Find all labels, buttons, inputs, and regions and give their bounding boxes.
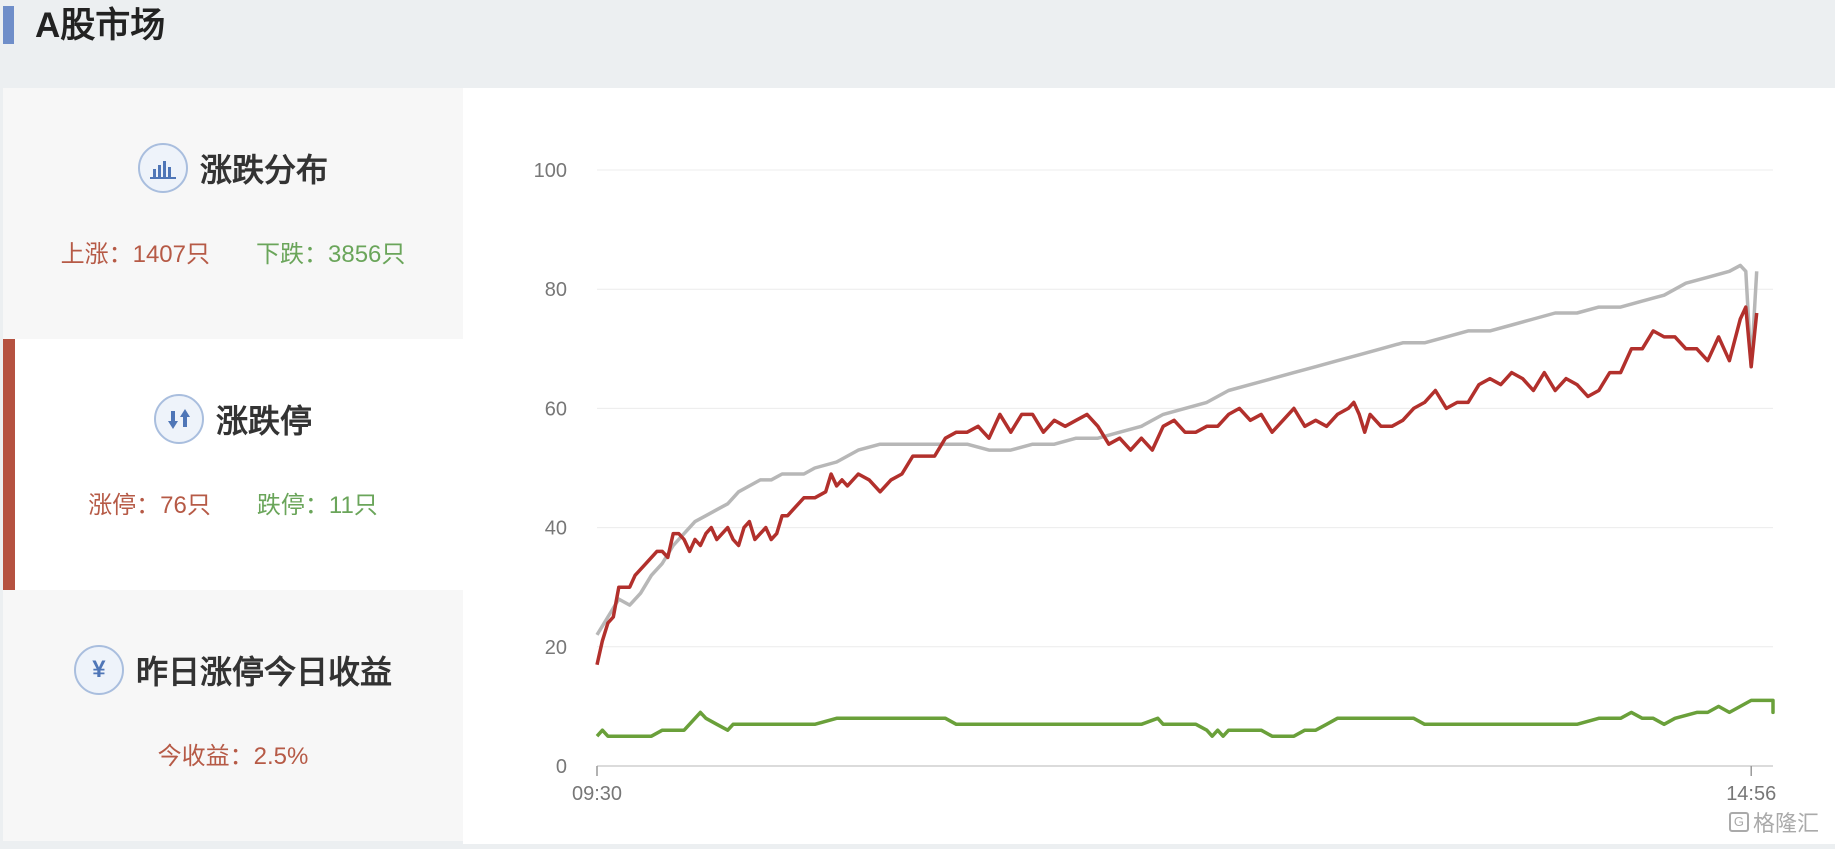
card-stats: 今收益：2.5%	[3, 736, 463, 771]
limit-up-count: 涨停：76只	[88, 492, 211, 519]
card-title: 昨日涨停今日收益	[135, 654, 392, 690]
card-stats: 涨停：76只 跌停：11只	[3, 485, 463, 520]
series-line-gray	[595, 263, 1759, 636]
card-stats: 上涨：1407只 下跌：3856只	[3, 234, 463, 269]
y-tick-label: 100	[534, 160, 567, 182]
up-down-arrows-icon	[153, 394, 204, 444]
watermark-text: 格隆汇	[1752, 811, 1819, 836]
card-head: 涨跌分布	[3, 140, 463, 196]
card-title: 涨跌分布	[199, 152, 328, 188]
up-count: 上涨：1407只	[60, 241, 210, 268]
sidebar: 涨跌分布 上涨：1407只 下跌：3856只 涨跌停 涨停：76只 跌停：11只	[3, 88, 463, 844]
series-line-green	[595, 698, 1775, 738]
down-count: 下跌：3856只	[256, 241, 406, 268]
active-indicator	[3, 339, 15, 590]
bar-chart-icon	[137, 143, 188, 193]
y-tick-label: 60	[545, 398, 567, 420]
watermark: G 格隆汇	[1728, 806, 1819, 838]
line-chart: 0 20 40 60 80 100 09:30 14:56	[534, 160, 1777, 805]
x-tick-label: 09:30	[572, 783, 622, 805]
y-tick-label: 20	[545, 637, 567, 659]
yen-icon: ¥	[73, 645, 124, 695]
card-limit[interactable]: 涨跌停 涨停：76只 跌停：11只	[3, 339, 463, 590]
header-accent-bar	[3, 6, 14, 44]
card-title: 涨跌停	[215, 403, 312, 439]
y-tick-label: 80	[545, 279, 567, 301]
watermark-logo-icon: G	[1728, 812, 1749, 832]
limit-down-count: 跌停：11只	[256, 492, 378, 519]
section-header: A股市场	[0, 0, 1835, 88]
x-tick-label: 14:56	[1726, 783, 1776, 805]
chart-panel: 0 20 40 60 80 100 09:30 14:56 G 格隆汇	[463, 88, 1835, 844]
card-head: 涨跌停	[3, 391, 463, 447]
y-tick-label: 40	[545, 518, 567, 540]
card-yesterday-limit-return[interactable]: ¥ 昨日涨停今日收益 今收益：2.5%	[3, 590, 463, 841]
page-title: A股市场	[35, 6, 166, 45]
card-distribution[interactable]: 涨跌分布 上涨：1407只 下跌：3856只	[3, 88, 463, 339]
today-return: 今收益：2.5%	[157, 743, 309, 770]
series-line-red	[595, 305, 1759, 666]
card-head: ¥ 昨日涨停今日收益	[3, 642, 463, 698]
y-tick-label: 0	[556, 756, 567, 778]
